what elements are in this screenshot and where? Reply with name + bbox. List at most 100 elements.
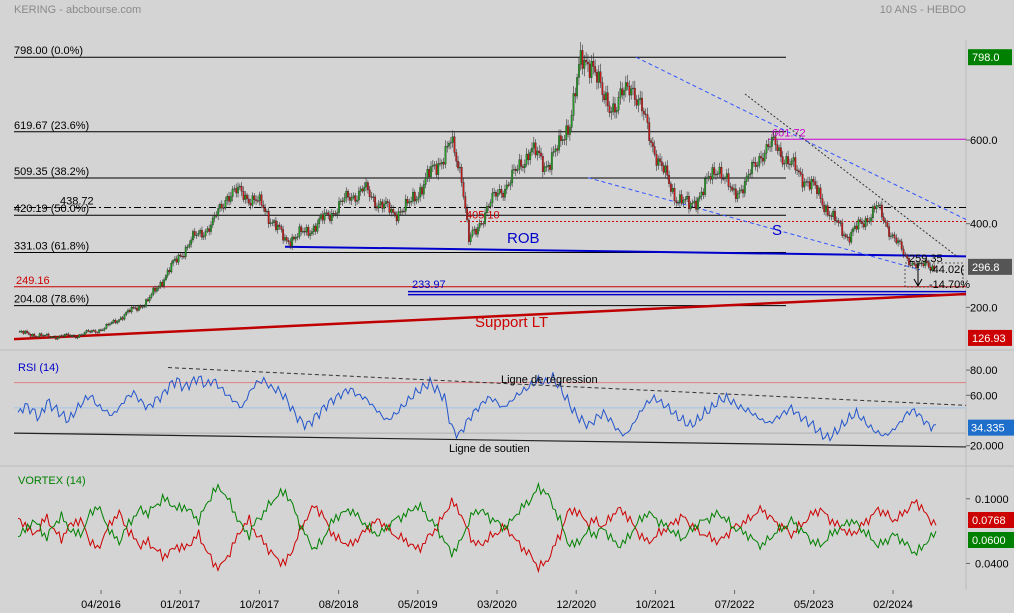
candle-body <box>137 305 140 311</box>
candle-body <box>460 167 463 183</box>
vortex-line-plus <box>17 481 937 558</box>
candle-body <box>435 164 438 175</box>
candle-body <box>871 206 874 219</box>
candle-body <box>42 335 45 337</box>
candle-body <box>926 260 928 263</box>
vortex-line-minus <box>17 497 937 574</box>
candle-body <box>904 254 907 256</box>
candle-body <box>179 254 182 257</box>
candle-body <box>529 151 532 161</box>
candle-body <box>293 236 295 240</box>
candle-body <box>769 146 771 148</box>
axis-tick-label: 400.0 <box>970 219 998 231</box>
candle-body <box>765 144 768 154</box>
candle-body <box>410 201 413 203</box>
candle-body <box>541 155 544 172</box>
candle-body <box>933 265 936 270</box>
candle-body <box>114 320 117 324</box>
candle-body <box>305 226 308 233</box>
candle-body <box>552 151 555 153</box>
candle-body <box>359 188 362 192</box>
candle-body <box>761 157 764 162</box>
candle-body <box>559 135 562 141</box>
price-badge-label: 126.93 <box>972 333 1006 345</box>
candle-body <box>408 201 411 204</box>
candle-body <box>572 93 575 116</box>
candle-body <box>684 198 687 201</box>
candle-body <box>686 196 689 200</box>
price-badge <box>968 258 1012 275</box>
candle-body <box>202 235 205 238</box>
candle-body <box>637 99 640 106</box>
candle-body <box>774 136 777 145</box>
candle-body <box>635 99 638 106</box>
candle-body <box>653 146 656 155</box>
candle-body <box>507 184 510 186</box>
candle-body <box>413 192 416 202</box>
candle-body <box>442 162 445 165</box>
candle-body <box>112 320 115 323</box>
candle-body <box>522 166 524 168</box>
candle-body <box>49 336 52 338</box>
candle-body <box>700 191 703 197</box>
candle-body <box>657 158 660 166</box>
candle-body <box>152 287 155 295</box>
candle-body <box>395 215 398 222</box>
candle-body <box>805 181 808 183</box>
candle-body <box>843 234 845 236</box>
candle-body <box>94 330 97 333</box>
candle-body <box>150 294 153 298</box>
candle-body <box>633 87 636 100</box>
candle-body <box>417 196 420 200</box>
candle-body <box>74 336 77 339</box>
candle-body <box>491 192 494 203</box>
candle-body <box>742 189 744 194</box>
candle-body <box>772 136 775 138</box>
candle-body <box>469 235 472 242</box>
candle-body <box>224 200 227 209</box>
candle-body <box>673 188 676 201</box>
candle-body <box>166 270 169 276</box>
x-axis-tick-label: 07/2022 <box>715 599 755 611</box>
candle-body <box>623 90 625 96</box>
candle-body <box>87 330 90 332</box>
candle-body <box>619 88 622 98</box>
candle-body <box>751 162 753 174</box>
candle-body <box>385 201 387 205</box>
candle-body <box>392 209 395 213</box>
measure-arrow-head <box>913 278 923 288</box>
candle-body <box>662 165 665 173</box>
candle-body <box>693 200 696 204</box>
candle-body <box>334 213 337 215</box>
candle-body <box>35 336 37 338</box>
candle-body <box>702 191 705 195</box>
candle-body <box>893 234 896 239</box>
candle-body <box>397 211 400 222</box>
candle-body <box>785 156 788 164</box>
candle-body <box>309 233 312 236</box>
candle-body <box>38 333 41 337</box>
candle-body <box>841 222 844 236</box>
candle-body <box>146 299 149 302</box>
candle-body <box>630 88 633 96</box>
candle-body <box>550 152 553 170</box>
candle-body <box>592 60 595 67</box>
candle-body <box>451 136 454 143</box>
candle-body <box>745 176 748 182</box>
candle-body <box>284 237 286 241</box>
candle-body <box>188 244 191 248</box>
candle-body <box>386 201 389 203</box>
candle-body <box>444 146 447 165</box>
candle-body <box>433 164 436 166</box>
x-axis-tick-label: 05/2023 <box>794 599 834 611</box>
candle-body <box>648 122 651 141</box>
candle-body <box>307 226 310 236</box>
candle-body <box>228 196 230 202</box>
candle-body <box>796 169 799 171</box>
candle-body <box>274 220 277 230</box>
candle-body <box>639 97 642 100</box>
candle-body <box>170 263 173 273</box>
candle-body <box>834 210 836 222</box>
header-timeframe: 10 ANS - HEBDO <box>880 4 967 16</box>
candle-body <box>184 246 187 257</box>
